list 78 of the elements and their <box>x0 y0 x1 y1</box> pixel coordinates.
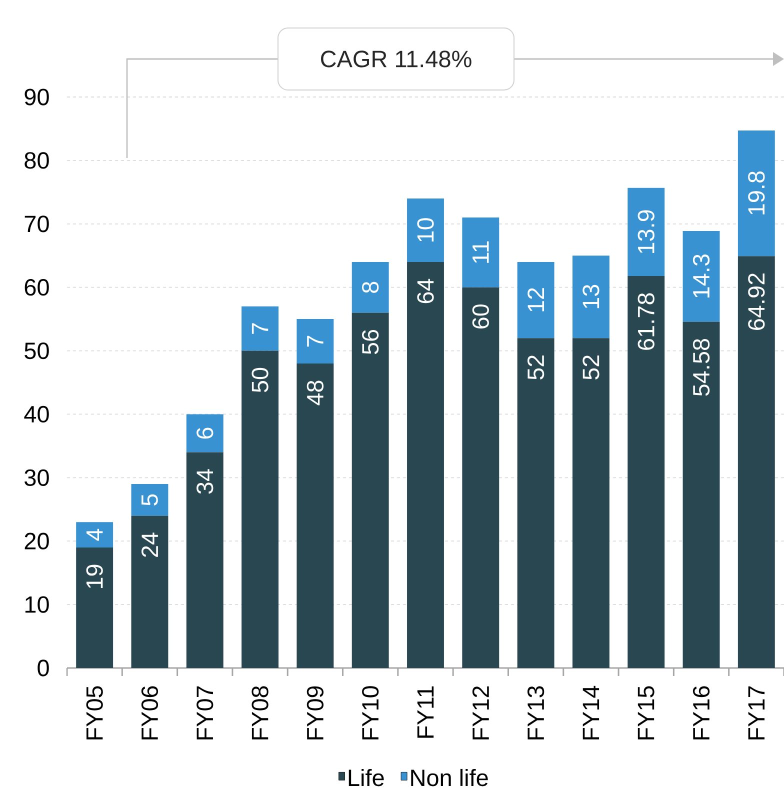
data-label: 8 <box>362 282 379 293</box>
y-tick-label: 70 <box>24 216 49 232</box>
bar <box>462 218 500 288</box>
data-label: 56 <box>362 330 379 354</box>
y-tick-label: 60 <box>24 279 49 296</box>
bar <box>131 484 168 516</box>
y-tick-label: 50 <box>24 342 49 360</box>
y-tick-label: 0 <box>38 660 49 676</box>
x-tick-label: FY06 <box>141 686 158 740</box>
data-label: 34 <box>196 469 214 494</box>
data-label: 7 <box>307 336 324 347</box>
x-tick-label: FY12 <box>472 686 489 740</box>
x-tick-label: FY16 <box>692 686 710 740</box>
x-tick-label: FY08 <box>252 686 268 740</box>
data-label: 14.3 <box>692 254 710 298</box>
bar <box>738 130 775 256</box>
bar <box>572 338 610 668</box>
y-tick-label: 90 <box>24 88 49 106</box>
y-tick-label: 20 <box>24 532 49 550</box>
x-tick-label: FY05 <box>86 686 103 740</box>
bar <box>186 452 224 668</box>
bar <box>517 262 554 338</box>
data-label: 6 <box>196 428 214 439</box>
legend-label: Non life <box>411 768 488 786</box>
data-label: 64.92 <box>748 274 765 330</box>
bar <box>186 414 224 452</box>
data-label: 12 <box>528 288 544 312</box>
x-tick-label: FY15 <box>638 686 654 740</box>
data-label: 19.8 <box>748 171 765 214</box>
bar <box>738 256 775 668</box>
y-tick-label: 40 <box>24 406 49 423</box>
bar <box>242 350 279 668</box>
data-label: 24 <box>142 532 158 557</box>
bar <box>76 522 114 548</box>
bar <box>628 188 665 276</box>
x-tick-label: FY13 <box>527 686 544 740</box>
data-label: 52 <box>582 355 600 380</box>
data-label: 54.58 <box>692 338 710 396</box>
x-tick-label: FY11 <box>417 686 434 738</box>
text: CAGR 11.48% <box>321 50 472 68</box>
y-tick-label: 30 <box>24 469 49 486</box>
bar <box>352 262 389 313</box>
data-label: 19 <box>86 564 103 588</box>
data-label: 11 <box>472 241 489 263</box>
bar <box>517 338 554 668</box>
bar <box>407 262 444 668</box>
data-label: 13 <box>582 284 600 308</box>
data-label: 61.78 <box>638 293 654 350</box>
bar <box>131 516 168 668</box>
x-tick-label: FY10 <box>362 686 379 740</box>
bar <box>296 363 334 668</box>
bar <box>76 547 114 668</box>
x-tick-label: FY07 <box>196 686 214 740</box>
bar <box>682 231 720 322</box>
bar <box>462 287 500 668</box>
bar <box>572 256 610 338</box>
data-label: 4 <box>86 528 103 541</box>
data-label: 13.9 <box>638 210 654 254</box>
y-tick-label: 80 <box>24 152 49 169</box>
x-tick-label: FY14 <box>582 686 600 740</box>
data-label: 48 <box>306 380 324 406</box>
x-tick-label: FY17 <box>748 686 764 740</box>
bar <box>296 319 334 364</box>
bar <box>407 198 444 262</box>
bar <box>242 306 279 351</box>
data-label: 64 <box>417 278 434 304</box>
x-tick-label: FY09 <box>306 686 324 740</box>
data-label: 10 <box>417 218 434 242</box>
y-tick-label: 10 <box>25 596 49 613</box>
data-label: 50 <box>252 368 268 392</box>
bar <box>682 322 720 668</box>
bar <box>628 276 665 668</box>
data-label: 5 <box>142 494 158 506</box>
data-label: 52 <box>527 355 544 380</box>
legend-label: Life <box>348 768 384 786</box>
data-label: 60 <box>472 304 489 328</box>
bar <box>352 312 389 668</box>
data-label: 7 <box>252 323 268 334</box>
